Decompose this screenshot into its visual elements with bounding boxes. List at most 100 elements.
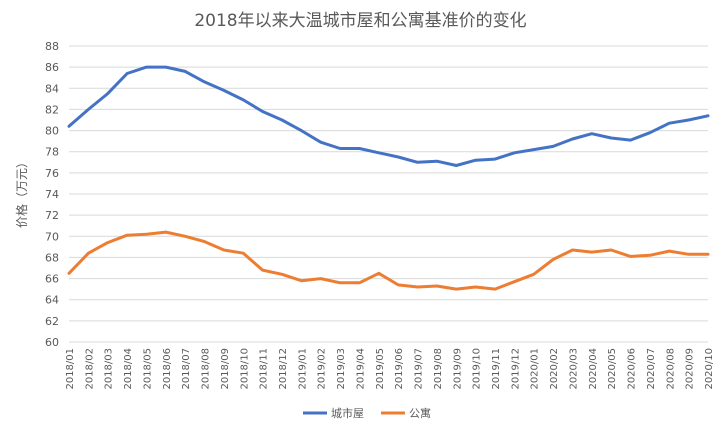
data-point	[648, 131, 652, 134]
data-point	[358, 281, 361, 284]
data-point	[590, 250, 594, 254]
legend-label: 公寓	[409, 406, 431, 420]
y-tick-label: 78	[45, 146, 59, 159]
x-tick-label: 2020/05	[607, 348, 618, 390]
data-point	[532, 273, 535, 276]
data-point	[319, 277, 322, 280]
x-tick-label: 2018/08	[201, 348, 212, 390]
y-tick-label: 86	[45, 61, 59, 74]
data-point	[435, 284, 439, 288]
y-tick-label: 74	[45, 188, 59, 201]
y-tick-label: 66	[45, 273, 59, 286]
x-tick-label: 2018/12	[278, 348, 289, 390]
x-tick-label: 2019/08	[433, 348, 444, 390]
data-point	[319, 141, 322, 144]
x-tick-label: 2020/07	[646, 348, 657, 390]
x-tick-label: 2018/02	[84, 348, 95, 390]
x-tick-label: 2020/06	[627, 348, 638, 390]
data-point	[338, 147, 342, 150]
data-point	[125, 234, 129, 237]
data-point	[668, 249, 671, 253]
data-point	[338, 281, 342, 284]
x-tick-label: 2018/10	[239, 348, 250, 390]
data-point	[67, 125, 71, 128]
y-tick-label: 80	[45, 125, 59, 138]
y-tick-label: 64	[45, 294, 59, 307]
data-point	[106, 241, 109, 244]
data-point	[687, 253, 690, 256]
data-point	[571, 137, 574, 141]
data-point	[300, 279, 303, 282]
x-tick-label: 2019/12	[510, 348, 521, 390]
data-point	[67, 272, 71, 275]
data-point	[609, 136, 613, 140]
x-tick-label: 2018/03	[104, 348, 115, 390]
data-point	[280, 273, 284, 276]
data-point	[571, 248, 574, 252]
data-point	[455, 164, 458, 167]
data-point	[551, 258, 555, 261]
series-layer	[67, 65, 710, 291]
data-point	[551, 145, 555, 148]
x-tick-label: 2018/01	[65, 348, 76, 390]
y-axis-ticks: 60 62 64 66 68 70 72 74 76 78 80 82 84 86 88	[45, 40, 59, 349]
data-point	[513, 280, 516, 283]
x-tick-label: 2020/02	[549, 348, 560, 390]
data-point	[396, 155, 400, 159]
data-point	[261, 110, 264, 113]
data-point	[493, 287, 497, 291]
data-point	[435, 160, 439, 163]
data-point	[609, 248, 613, 252]
data-point	[377, 151, 381, 154]
y-tick-label: 76	[45, 167, 59, 180]
y-tick-label: 88	[45, 40, 59, 53]
x-tick-label: 2018/09	[220, 348, 231, 390]
series-line-1	[67, 230, 710, 291]
y-tick-label: 62	[45, 315, 59, 328]
data-point	[203, 240, 206, 243]
y-axis-label: 价格（万元）	[14, 156, 29, 228]
data-point	[687, 118, 690, 122]
x-tick-label: 2020/09	[685, 348, 696, 390]
data-point	[493, 157, 497, 161]
y-tick-label: 70	[45, 230, 59, 243]
data-point	[145, 232, 148, 236]
x-tick-label: 2018/05	[142, 348, 153, 390]
x-tick-label: 2020/08	[665, 348, 676, 390]
legend-label: 城市屋	[331, 406, 364, 420]
x-tick-label: 2019/07	[414, 348, 425, 390]
y-tick-label: 68	[45, 251, 59, 264]
x-tick-label: 2019/04	[355, 348, 366, 390]
x-axis-ticks: 2018/01 2018/02 2018/03 2018/04 2018/05 2018/…	[65, 348, 715, 390]
data-point	[358, 147, 361, 150]
data-point	[629, 255, 632, 258]
data-point	[261, 268, 264, 272]
x-tick-label: 2018/04	[123, 348, 134, 390]
data-point	[455, 287, 458, 291]
y-tick-label: 82	[45, 103, 59, 116]
data-point	[377, 272, 381, 275]
data-point	[396, 283, 400, 287]
y-tick-label: 60	[45, 336, 59, 349]
data-point	[590, 132, 594, 135]
data-point	[532, 148, 535, 151]
x-tick-label: 2019/09	[452, 348, 463, 390]
data-point	[145, 65, 148, 69]
y-tick-label: 72	[45, 209, 59, 222]
x-tick-label: 2019/06	[394, 348, 405, 390]
x-tick-label: 2018/07	[181, 348, 192, 390]
y-tick-label: 84	[45, 82, 59, 95]
x-tick-label: 2020/04	[588, 348, 599, 390]
data-point	[706, 114, 710, 117]
x-tick-label: 2019/05	[375, 348, 386, 390]
data-point	[106, 92, 109, 95]
x-tick-label: 2018/11	[259, 348, 270, 390]
x-tick-label: 2019/11	[491, 348, 502, 390]
x-tick-label: 2019/01	[297, 348, 308, 390]
x-tick-label: 2019/10	[472, 348, 483, 390]
data-point	[706, 253, 710, 256]
data-point	[183, 70, 187, 73]
data-point	[242, 252, 245, 255]
x-tick-label: 2020/01	[530, 348, 541, 390]
